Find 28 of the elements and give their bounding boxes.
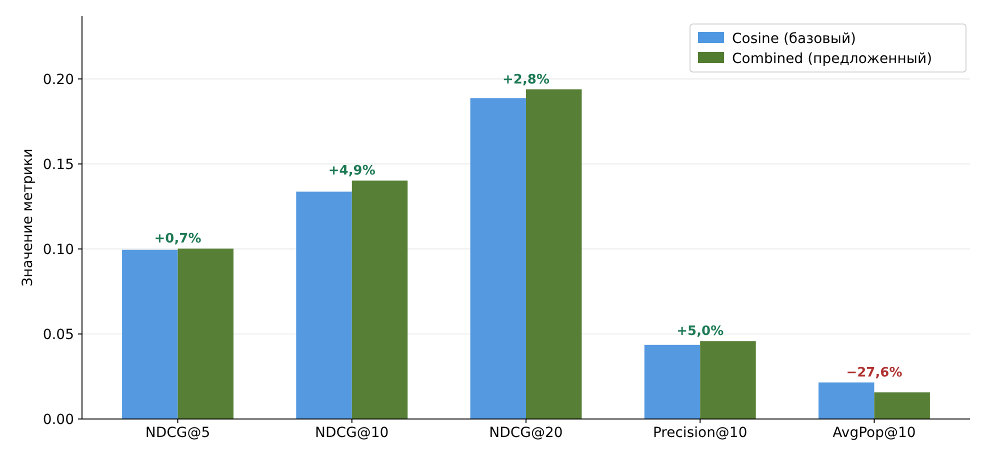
annotation: +0,7% bbox=[154, 232, 202, 247]
x-tick-label: NDCG@10 bbox=[315, 425, 389, 441]
bar bbox=[700, 341, 756, 419]
annotation: +4,9% bbox=[328, 164, 376, 179]
y-tick-label: 0.10 bbox=[42, 242, 74, 258]
y-tick-label: 0.15 bbox=[42, 156, 74, 173]
bar bbox=[818, 382, 874, 419]
x-tick-label: NDCG@5 bbox=[145, 425, 210, 441]
y-tick-label: 0.20 bbox=[42, 72, 74, 88]
legend-label: Cosine (базовый) bbox=[732, 30, 856, 47]
y-tick-label: 0.05 bbox=[42, 326, 74, 343]
legend-label: Combined (предложенный) bbox=[732, 50, 932, 67]
y-tick-label: 0.00 bbox=[42, 412, 74, 428]
bar bbox=[526, 89, 582, 419]
bar bbox=[122, 250, 178, 419]
x-tick-label: Precision@10 bbox=[652, 425, 748, 441]
bar bbox=[178, 248, 234, 419]
bar bbox=[470, 98, 526, 419]
bar bbox=[296, 192, 352, 419]
y-axis-title: Значение метрики bbox=[20, 148, 36, 286]
annotation: +5,0% bbox=[676, 324, 724, 340]
x-tick-label: AvgPop@10 bbox=[832, 425, 916, 441]
annotation: +2,8% bbox=[502, 72, 550, 88]
annotation: −27,6% bbox=[846, 365, 902, 380]
bar bbox=[874, 392, 930, 419]
x-tick-label: NDCG@20 bbox=[489, 425, 563, 441]
bar bbox=[644, 344, 700, 419]
bar bbox=[352, 180, 408, 419]
